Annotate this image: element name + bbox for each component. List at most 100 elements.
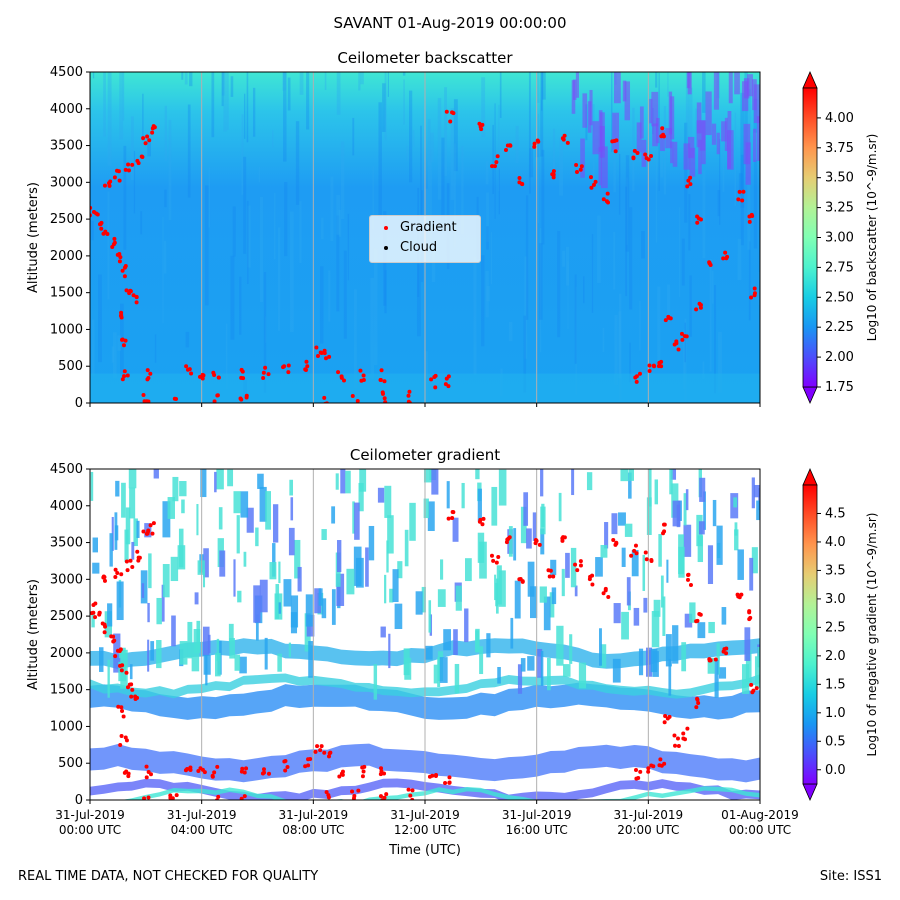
colorbar-min-arrow — [802, 386, 818, 404]
backscatter-streak — [740, 92, 745, 208]
backscatter-streak — [287, 77, 291, 111]
gradient-patch — [156, 640, 162, 669]
gradient-patch — [540, 528, 545, 555]
gradient-point — [635, 151, 640, 156]
gradient-point — [708, 658, 713, 663]
gradient-point — [663, 713, 668, 718]
backscatter-streak — [384, 270, 387, 314]
gradient-patch — [699, 477, 706, 502]
gradient-patch — [196, 504, 199, 536]
gradient-point — [723, 250, 728, 255]
gradient-patch — [648, 469, 652, 507]
gradient-patch — [409, 502, 416, 541]
backscatter-streak — [583, 276, 585, 304]
gradient-point — [492, 164, 497, 169]
gradient-point — [713, 657, 718, 662]
gradient-title: Ceilometer gradient — [349, 446, 501, 464]
gradient-patch — [236, 515, 240, 554]
gradient-point — [328, 750, 333, 755]
backscatter-streak — [753, 159, 758, 249]
gradient-patch — [355, 557, 364, 588]
gradient-patch — [672, 500, 681, 527]
backscatter-low-patch — [572, 79, 577, 100]
gradient-point — [495, 154, 500, 159]
backscatter-low-patch — [660, 130, 665, 152]
gradient-point — [532, 141, 537, 146]
gradient-point — [355, 398, 360, 403]
backscatter-low-patch — [582, 93, 588, 128]
colorbar-tick-label: 2.50 — [825, 290, 854, 305]
gradient-point — [503, 148, 508, 153]
gradient-patch — [115, 480, 120, 497]
gradient-patch — [336, 573, 345, 606]
backscatter-streak — [758, 271, 760, 306]
gradient-point — [578, 559, 583, 564]
gradient-point — [147, 801, 151, 805]
gradient-point — [144, 764, 149, 769]
backscatter-streak — [330, 176, 334, 242]
gradient-point — [532, 144, 537, 149]
gradient-point — [688, 582, 693, 587]
gradient-band — [90, 673, 760, 699]
gradient-patch — [354, 502, 360, 540]
gradient-patch — [604, 522, 609, 549]
gradient-point — [119, 668, 124, 673]
gradient-patch — [707, 545, 714, 585]
gradient-point — [202, 770, 207, 775]
colorbar-tick-label: 3.0 — [825, 592, 846, 607]
gradient-point — [593, 179, 598, 184]
backscatter-streak — [370, 277, 374, 379]
gradient-point — [102, 183, 107, 188]
backscatter-streak — [552, 128, 556, 172]
gradient-patch — [498, 469, 507, 506]
backscatter-streak — [259, 196, 264, 303]
backscatter-streak — [299, 72, 304, 95]
gradient-point — [136, 555, 141, 560]
backscatter-streak — [243, 93, 246, 139]
gradient-point — [360, 774, 365, 779]
colorbar-max-arrow — [802, 71, 818, 89]
gradient-patch — [510, 617, 514, 649]
gradient-point — [244, 393, 249, 398]
gradient-point — [102, 630, 107, 635]
gradient-patch — [314, 588, 322, 614]
gradient-patch — [698, 521, 705, 535]
gradient-point — [134, 300, 139, 305]
quality-disclaimer: REAL TIME DATA, NOT CHECKED FOR QUALITY — [18, 869, 319, 884]
gradient-point — [151, 521, 156, 526]
backscatter-streak — [685, 72, 689, 152]
gradient-patch — [672, 625, 679, 664]
gradient-patch — [440, 559, 444, 580]
gradient-patch — [453, 629, 458, 656]
backscatter-low-patch — [665, 128, 672, 149]
backscatter-streak — [618, 153, 621, 215]
backscatter-streak — [473, 256, 477, 375]
gradient-point — [591, 182, 596, 187]
gradient-point — [378, 378, 383, 383]
y-axis-label: Altitude (meters) — [26, 579, 41, 690]
gradient-point — [631, 155, 636, 160]
gradient-point — [144, 775, 149, 780]
gradient-point — [115, 571, 120, 576]
backscatter-streak — [239, 276, 242, 335]
gradient-patch — [181, 499, 185, 514]
gradient-patch — [202, 626, 210, 656]
gradient-point — [148, 523, 153, 528]
legend-cloud-label: Cloud — [400, 240, 438, 255]
backscatter-low-patch — [575, 72, 580, 98]
gradient-point — [239, 367, 244, 372]
backscatter-streak — [295, 121, 300, 205]
gradient-point — [261, 767, 266, 772]
gradient-patch — [527, 656, 535, 671]
backscatter-streak — [667, 284, 671, 316]
backscatter-streak — [499, 72, 502, 118]
gradient-patch — [660, 575, 664, 608]
gradient-point — [478, 517, 483, 522]
backscatter-low-patch — [743, 123, 751, 165]
gradient-point — [130, 564, 135, 569]
gradient-point — [666, 315, 671, 320]
gradient-point — [261, 375, 266, 380]
backscatter-streak — [657, 286, 661, 367]
gradient-point — [606, 200, 611, 205]
